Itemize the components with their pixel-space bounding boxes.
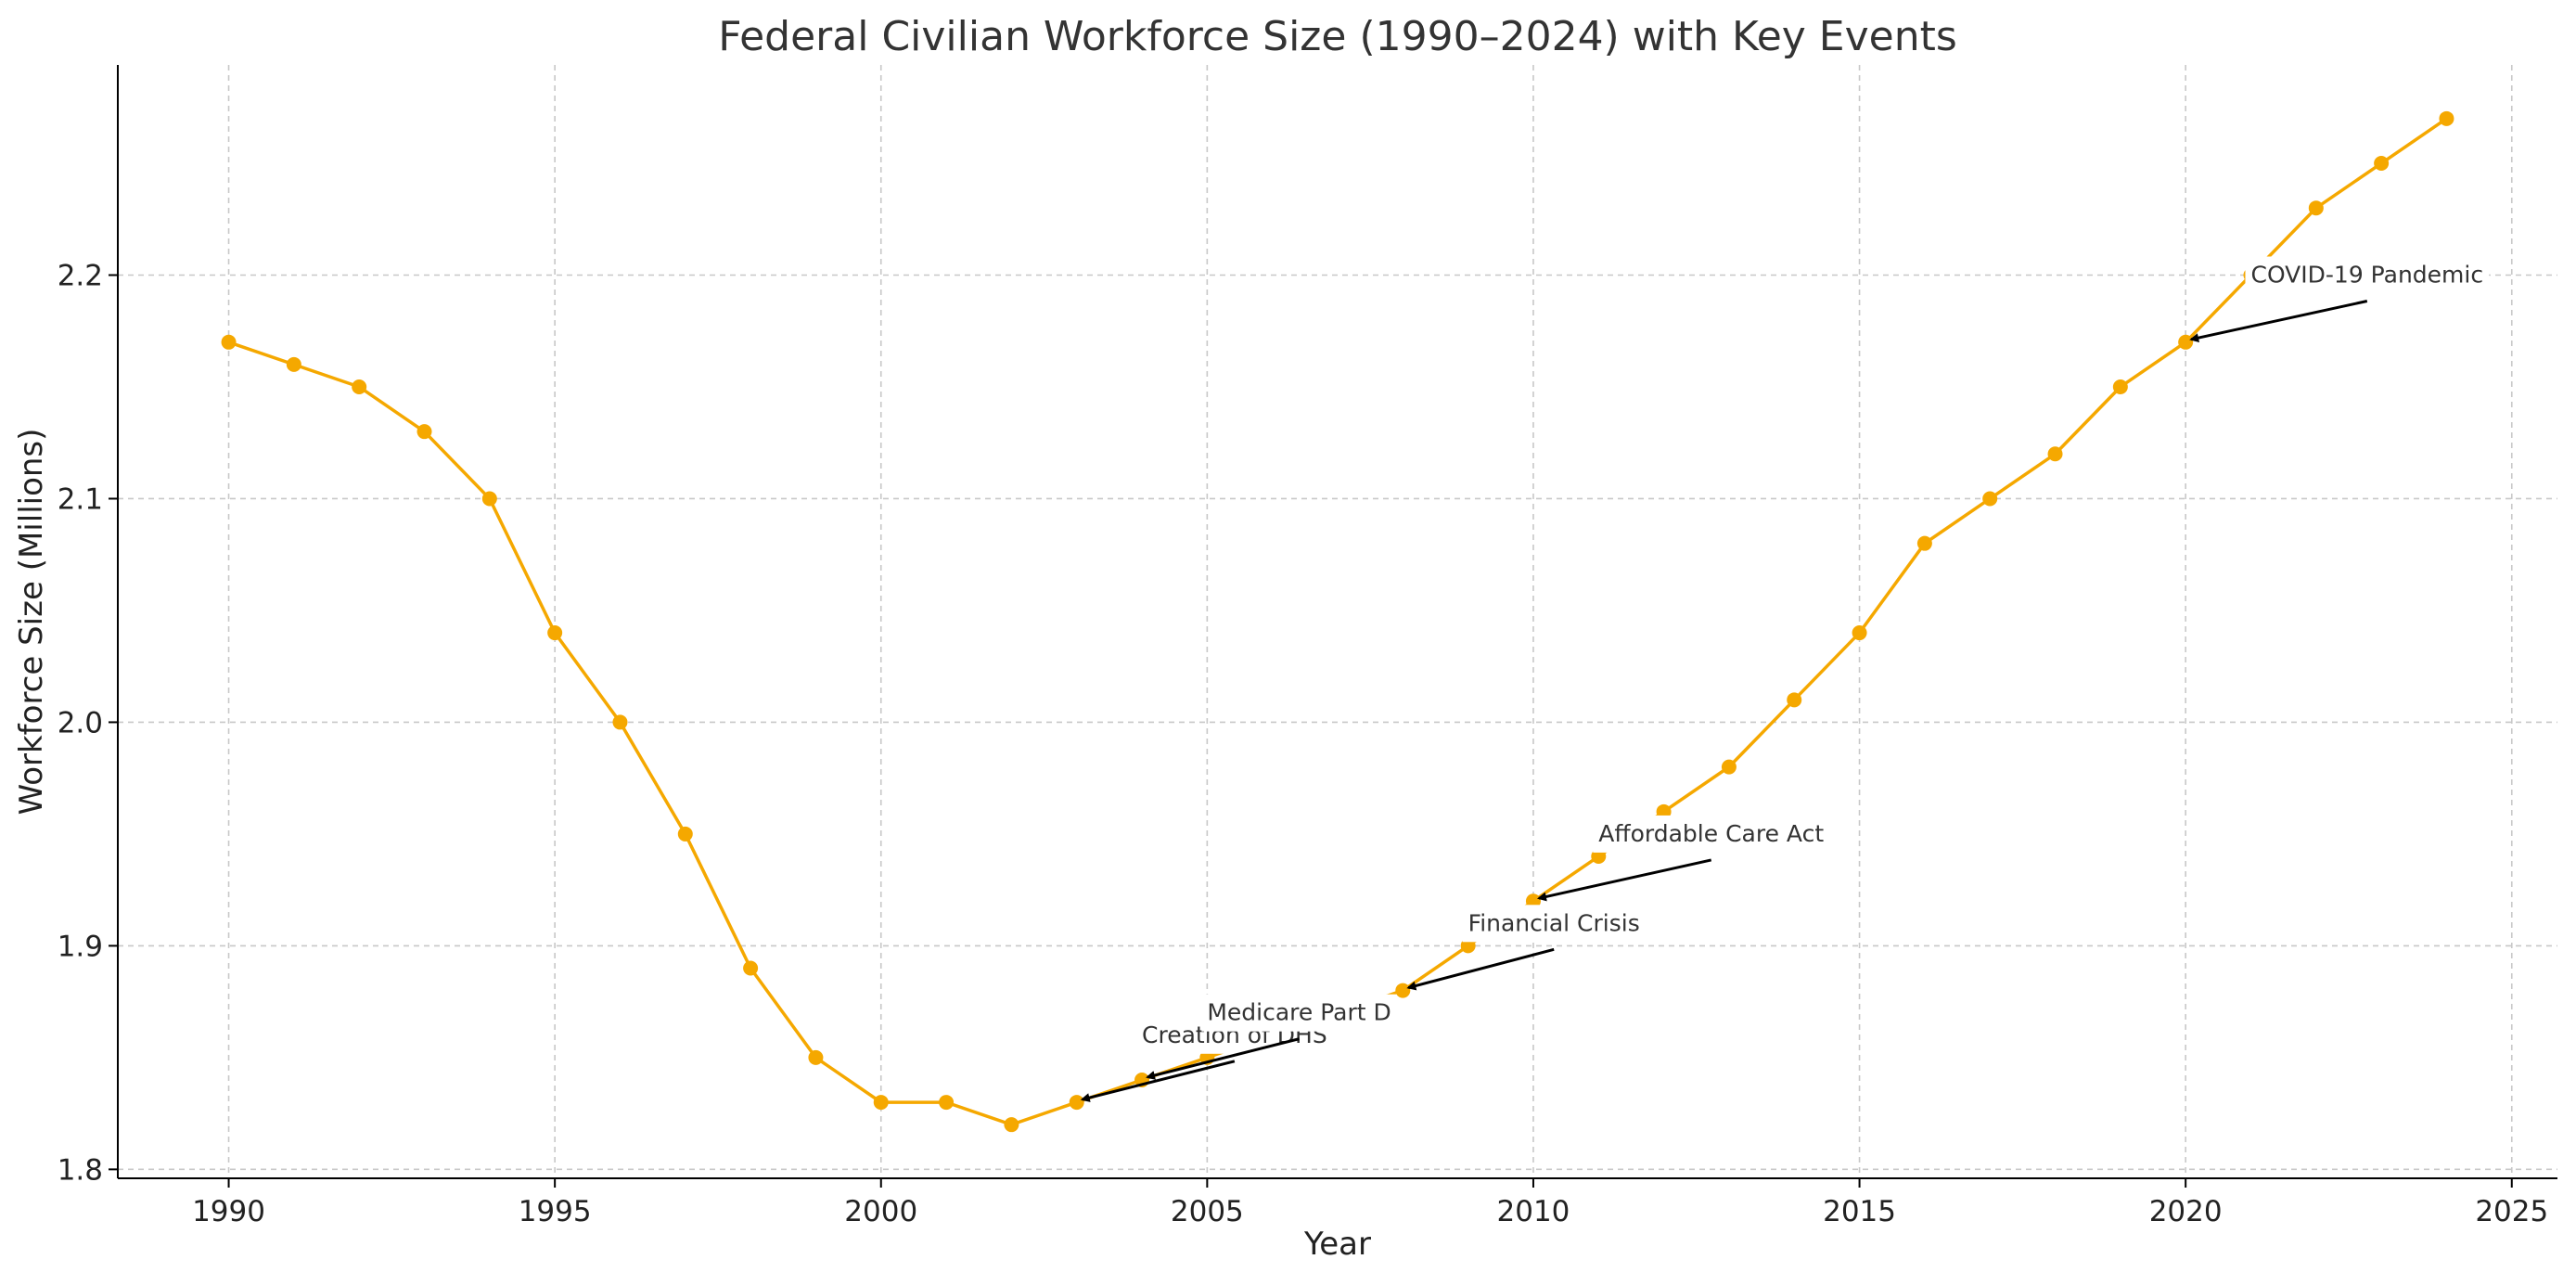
data-point [2112,379,2128,394]
data-point [1721,759,1737,775]
data-point [808,1049,824,1065]
y-axis-label: Workforce Size (Millions) [13,429,50,816]
data-point [743,960,759,976]
annotation-arrow [1537,858,1712,902]
annotation-background [1462,905,1646,943]
x-axis-label: Year [1303,1226,1371,1263]
annotation-arrow [1406,947,1555,991]
data-point [1787,692,1802,708]
data-point [612,714,628,730]
data-point [939,1095,955,1111]
chart-title: Federal Civilian Workforce Size (1990–20… [718,13,1957,60]
series-line [227,117,2448,1127]
x-tick-label: 2010 [1497,1195,1570,1228]
annotation-background [1593,815,1830,853]
x-tick-label: 2000 [844,1195,917,1228]
y-tick-label: 2.2 [58,260,103,293]
axes-layer: 1990 1995 2000 2005 2010 2015 2020 2025 1.8 1.9 2.… [58,65,2557,1228]
x-tick-label: 2025 [2475,1195,2548,1228]
annotation-label: COVID-19 Pandemic [2250,262,2483,289]
data-point [1395,983,1411,998]
x-tick-label: 2020 [2149,1195,2223,1228]
x-tick-label: 2015 [1823,1195,1896,1228]
grid-layer [118,65,2557,1178]
annotation-label: Medicare Part D [1207,999,1391,1026]
data-point [2439,110,2454,126]
data-point [1591,849,1607,865]
data-point [1069,1095,1084,1111]
annotation-arrow [2189,300,2368,342]
data-point [2047,446,2063,462]
data-point [547,625,563,641]
x-tick-label: 1990 [192,1195,265,1228]
annotation-arrow [1146,1037,1300,1080]
data-point [1460,938,1476,954]
data-point [286,356,301,372]
x-tick-label: 1995 [519,1195,592,1228]
annotation-background [1201,994,1397,1032]
x-tick-label: 2005 [1171,1195,1244,1228]
annotation-arrow [1080,1060,1236,1102]
data-point [1982,491,1998,507]
y-tick-label: 2.1 [58,482,103,516]
data-point [873,1095,889,1111]
data-point [352,379,367,394]
series-layer [221,110,2454,1133]
data-point [221,334,237,350]
data-point [2178,334,2194,350]
data-point [1916,535,1932,551]
y-tick-label: 2.0 [58,706,103,739]
data-point [1004,1117,1019,1133]
data-point [1852,625,1867,641]
y-tick-label: 1.8 [58,1153,103,1187]
data-point [2308,200,2324,216]
annotation-label: Financial Crisis [1468,909,1640,936]
annotation-background [2245,256,2490,294]
data-point [677,826,693,842]
annotation-label: Affordable Care Act [1598,820,1824,847]
data-point [481,491,497,507]
data-point [1656,803,1672,819]
data-point [1525,893,1541,909]
data-point [417,424,432,440]
data-point [2374,156,2390,172]
y-tick-label: 1.9 [58,930,103,963]
